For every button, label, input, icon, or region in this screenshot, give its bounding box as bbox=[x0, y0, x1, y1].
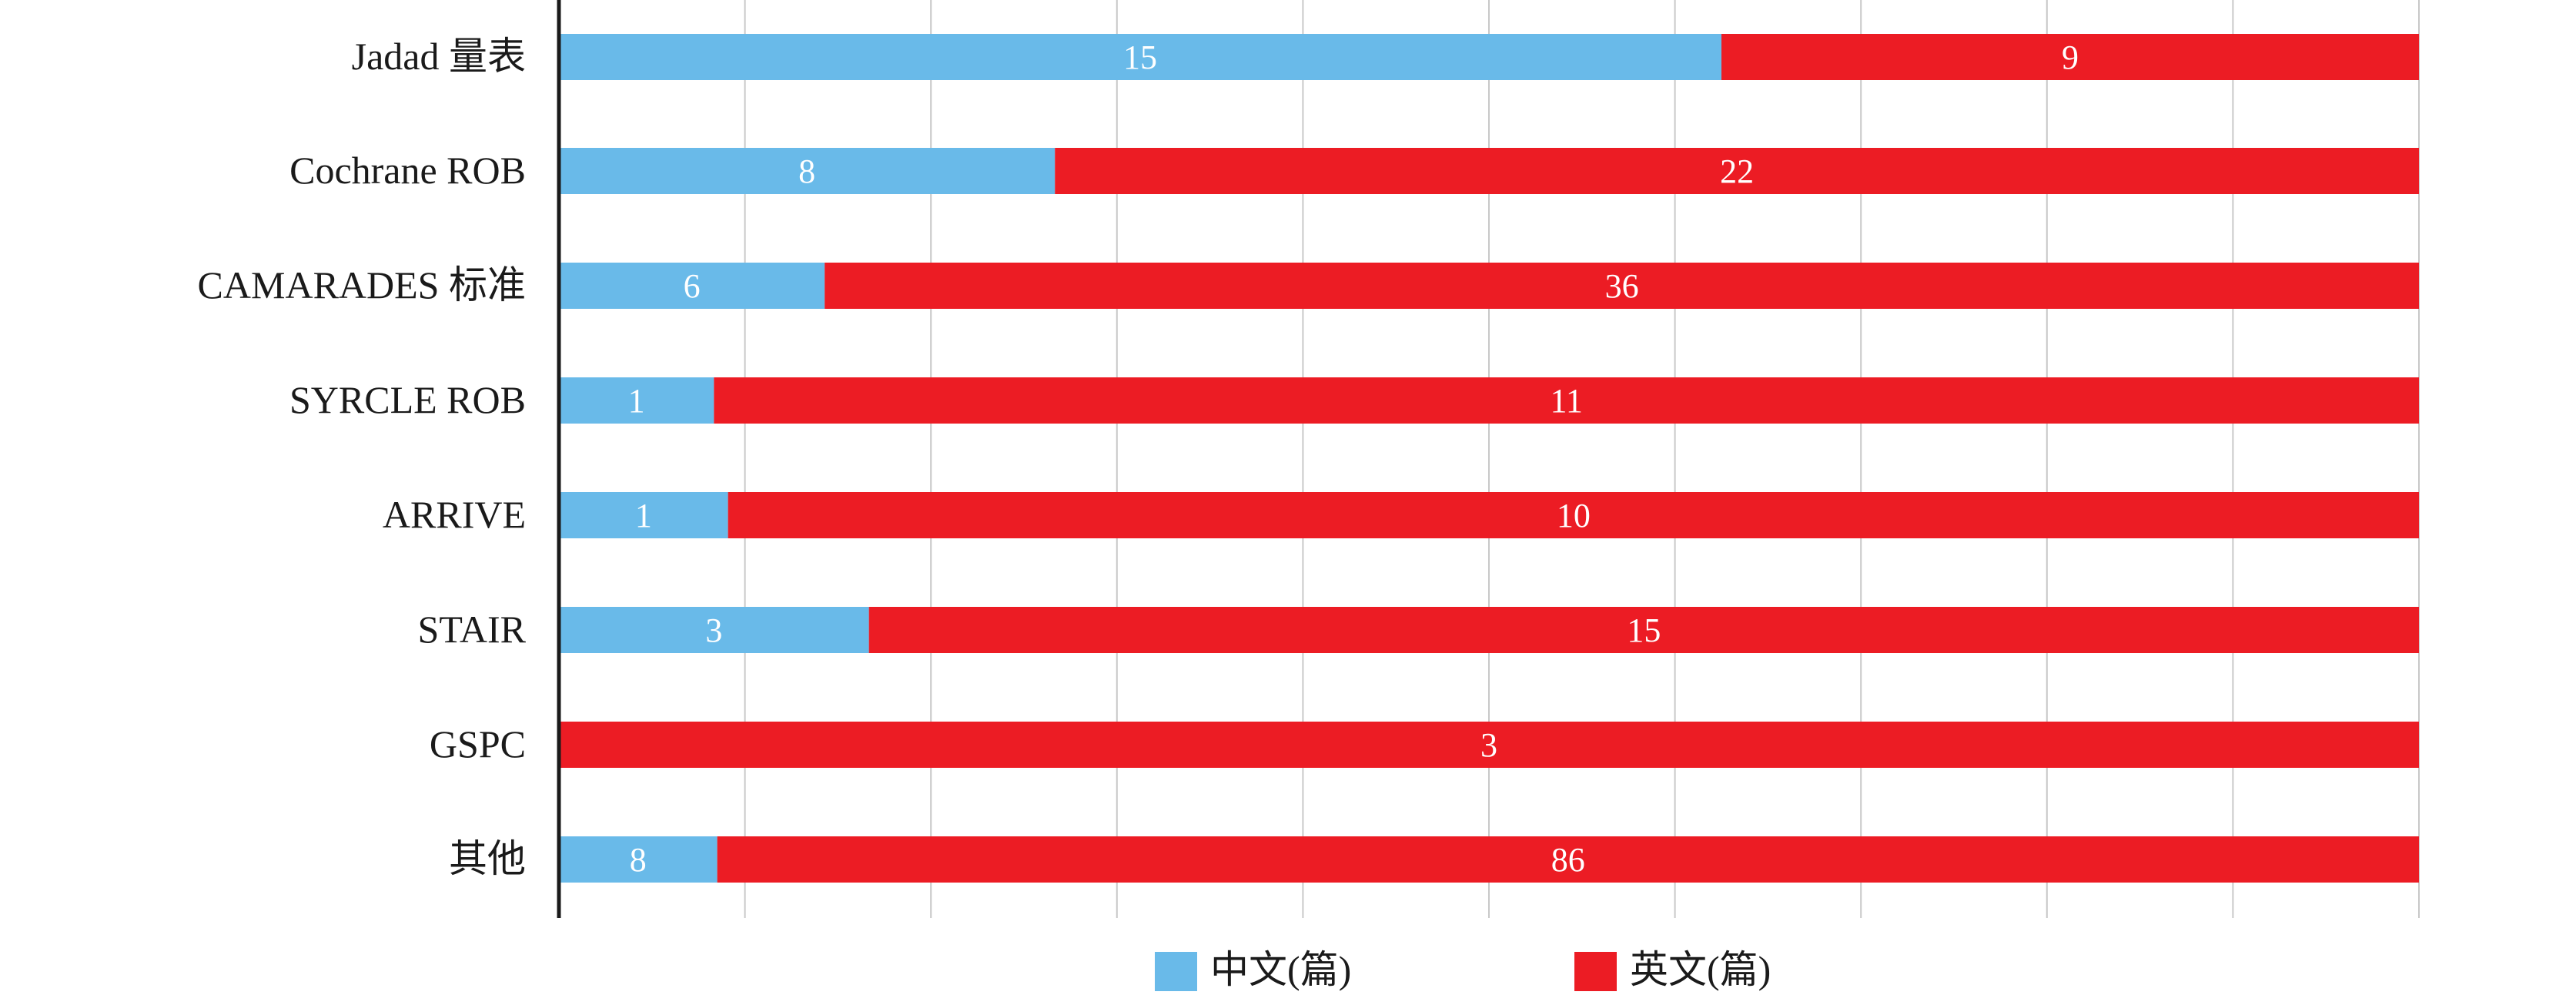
bar-segment-chinese bbox=[559, 148, 1055, 194]
bar-segment-english bbox=[825, 263, 2419, 309]
bar-segment-chinese bbox=[559, 377, 714, 424]
legend-label: 中文(篇) bbox=[1210, 948, 1351, 991]
data-label: 1 bbox=[635, 497, 652, 534]
axis-layer: Jadad 量表 Cochrane ROB CAMARADES 标准 SYRCLE R… bbox=[198, 0, 561, 918]
bar-segment-english bbox=[714, 377, 2420, 424]
category-label: ARRIVE bbox=[383, 493, 526, 536]
bar-segment-chinese bbox=[559, 263, 825, 309]
grid-layer bbox=[744, 0, 2420, 918]
legend-item-chinese: 中文(篇) bbox=[1155, 948, 1351, 995]
data-label: 86 bbox=[1551, 841, 1585, 879]
bar-segment-chinese bbox=[559, 836, 718, 883]
category-label: SYRCLE ROB bbox=[289, 378, 526, 421]
data-label: 8 bbox=[630, 841, 647, 879]
data-label: 11 bbox=[1550, 382, 1582, 420]
legend-swatch bbox=[1155, 952, 1197, 995]
bar-segment-english bbox=[717, 836, 2420, 883]
bar-segment-english bbox=[559, 722, 2419, 768]
data-label: 15 bbox=[1123, 39, 1157, 76]
data-label: 8 bbox=[798, 152, 815, 190]
bar-segment-english bbox=[868, 607, 2419, 653]
data-label: 6 bbox=[684, 267, 701, 305]
data-label: 15 bbox=[1627, 611, 1661, 649]
bar-segment-english bbox=[728, 492, 2420, 538]
bar-segment-english bbox=[1721, 34, 2419, 80]
category-label: 其他 bbox=[449, 837, 526, 880]
category-label: STAIR bbox=[418, 608, 527, 651]
data-label: 9 bbox=[2062, 39, 2079, 76]
data-label: 1 bbox=[628, 382, 645, 420]
data-label: 22 bbox=[1720, 152, 1754, 190]
legend: 中文(篇) 英文(篇) bbox=[1155, 948, 1771, 995]
legend-label: 英文(篇) bbox=[1630, 948, 1771, 991]
data-label: 10 bbox=[1557, 497, 1591, 534]
legend-item-english: 英文(篇) bbox=[1574, 948, 1771, 995]
bars-layer bbox=[559, 34, 2420, 883]
bar-segment-chinese bbox=[559, 607, 869, 653]
bar-segment-english bbox=[1055, 148, 2419, 194]
category-label: Cochrane ROB bbox=[289, 149, 526, 192]
data-label: 3 bbox=[705, 611, 722, 649]
data-label: 36 bbox=[1605, 267, 1639, 305]
data-label: 3 bbox=[1480, 726, 1497, 764]
category-label: CAMARADES 标准 bbox=[198, 263, 526, 307]
category-label: Jadad 量表 bbox=[352, 35, 526, 78]
category-label: GSPC bbox=[430, 722, 526, 766]
bar-segment-chinese bbox=[559, 34, 1721, 80]
legend-swatch bbox=[1574, 952, 1617, 995]
bar-segment-chinese bbox=[559, 492, 728, 538]
